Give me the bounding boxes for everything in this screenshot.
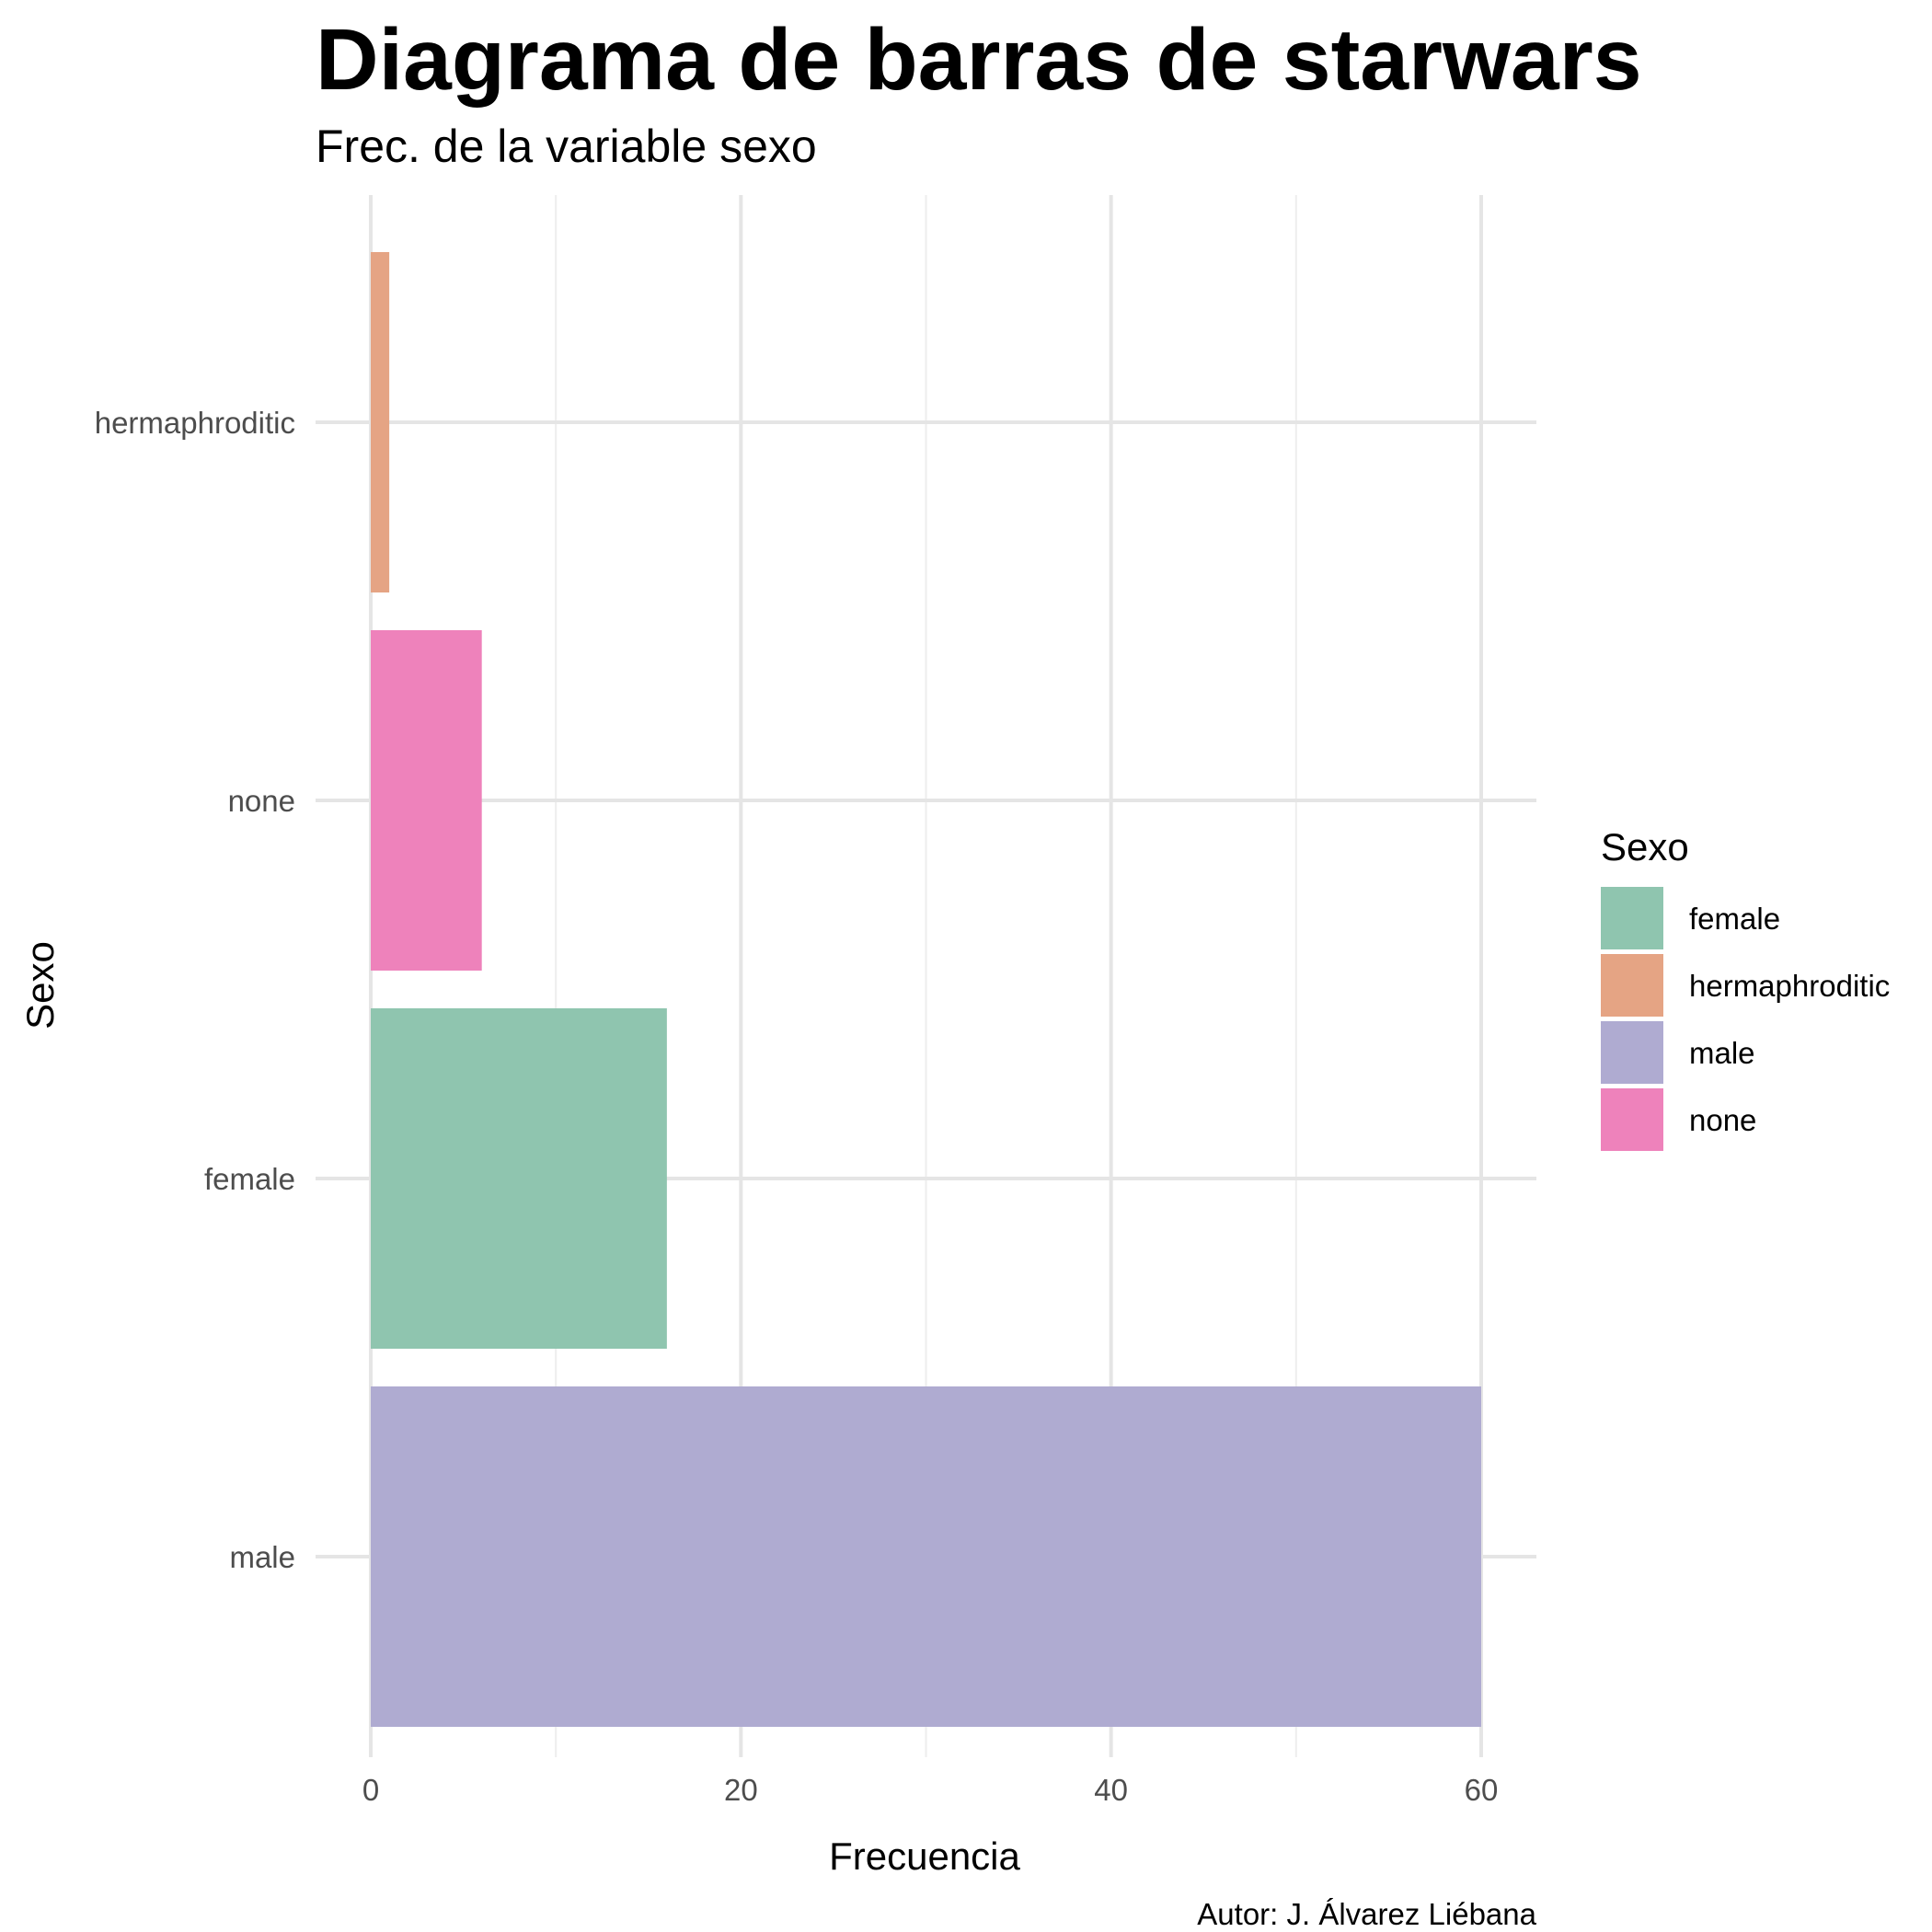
legend-label: female (1689, 902, 1780, 936)
bar-none (371, 630, 482, 971)
legend-title: Sexo (1601, 825, 1689, 868)
y-tick-label: male (229, 1540, 295, 1574)
x-tick-label: 0 (362, 1773, 379, 1807)
y-tick-label: female (204, 1162, 295, 1196)
legend-label: none (1689, 1103, 1756, 1137)
legend: Sexo female hermaphroditic male none (1601, 825, 1890, 1151)
chart-title: Diagrama de barras de starwars (316, 11, 1642, 109)
x-tick-label: 40 (1094, 1773, 1128, 1807)
x-axis-title: Frecuencia (829, 1834, 1020, 1878)
caption: Autor: J. Álvarez Liébana (1197, 1897, 1536, 1931)
bar-female (371, 1008, 667, 1349)
bars (371, 252, 1481, 1727)
y-axis-ticks: male female none hermaphroditic (95, 406, 295, 1574)
bar-hermaphroditic (371, 252, 390, 592)
x-tick-label: 20 (724, 1773, 758, 1807)
chart-subtitle: Frec. de la variable sexo (316, 121, 817, 172)
legend-swatch-none (1601, 1088, 1663, 1151)
x-axis-ticks: 0 20 40 60 (362, 1773, 1499, 1807)
legend-swatch-hermaphroditic (1601, 954, 1663, 1017)
legend-swatch-male (1601, 1021, 1663, 1084)
y-tick-label: hermaphroditic (95, 406, 295, 440)
legend-label: male (1689, 1036, 1755, 1070)
x-tick-label: 60 (1465, 1773, 1499, 1807)
y-tick-label: none (228, 784, 295, 818)
legend-label: hermaphroditic (1689, 969, 1890, 1003)
y-axis-title: Sexo (18, 941, 62, 1029)
legend-swatch-female (1601, 887, 1663, 949)
bar-male (371, 1386, 1481, 1727)
